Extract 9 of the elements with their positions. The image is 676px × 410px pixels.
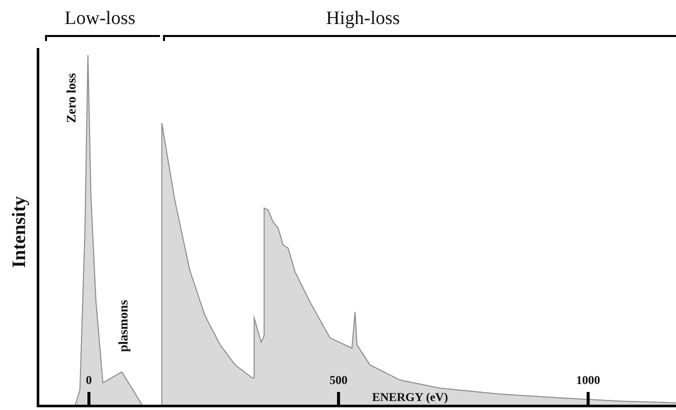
- x-axis-title: ENERGY (eV): [372, 390, 448, 404]
- x-tick-label: 0: [86, 373, 92, 387]
- annotation: Zero loss: [63, 73, 78, 123]
- y-axis-title: Intensity: [8, 196, 30, 268]
- annotation: plasmons: [115, 300, 130, 352]
- text: Low-loss: [64, 8, 136, 29]
- text: High-loss: [326, 8, 400, 29]
- x-tick-label: 1000: [576, 373, 600, 387]
- x-tick-label: 500: [330, 373, 348, 387]
